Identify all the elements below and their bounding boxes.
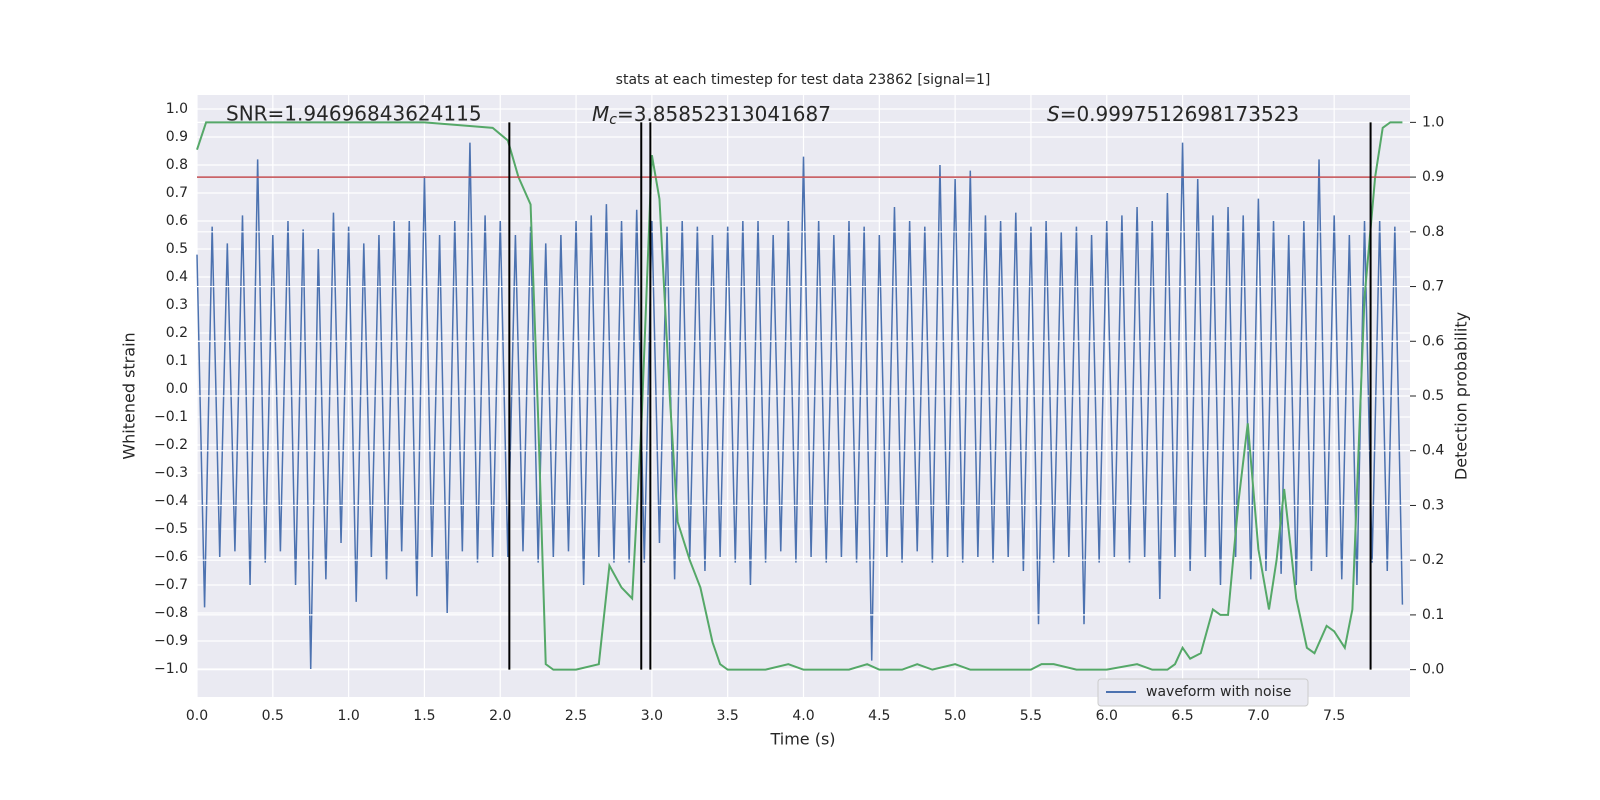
s-symbol: S xyxy=(1047,102,1060,126)
x-tick-label: 6.0 xyxy=(1096,708,1118,724)
y-axis-label: Whitened strain xyxy=(120,332,139,459)
y-tick-label: −0.8 xyxy=(154,605,188,621)
y2-tick-label: 0.6 xyxy=(1422,333,1444,349)
snr-annotation: SNR=1.94696843624115 xyxy=(226,102,482,126)
x-tick-label: 2.5 xyxy=(565,708,587,724)
y2-tick-label: 1.0 xyxy=(1422,114,1444,130)
x-tick-label: 1.5 xyxy=(413,708,435,724)
y-tick-label: −0.5 xyxy=(154,521,188,537)
mc-value: =3.85852313041687 xyxy=(617,102,831,126)
mc-subscript: c xyxy=(609,112,617,128)
y2-tick-label: 0.3 xyxy=(1422,497,1444,513)
x-tick-label: 4.5 xyxy=(868,708,890,724)
waveform-line xyxy=(196,142,1404,670)
y-tick-label: 0.0 xyxy=(166,381,188,397)
y-tick-label: 0.2 xyxy=(166,325,188,341)
y2-tick-label: 0.4 xyxy=(1422,443,1444,459)
x-tick-label: 1.0 xyxy=(337,708,359,724)
x-tick-label: 5.0 xyxy=(944,708,966,724)
legend-box xyxy=(1097,678,1309,707)
x-tick-label: 5.5 xyxy=(1020,708,1042,724)
y-tick-label: 0.6 xyxy=(166,213,188,229)
y-tick-label: −0.6 xyxy=(154,549,188,565)
over-layer xyxy=(196,121,1410,671)
s-value: =0.9997512698173523 xyxy=(1060,102,1299,126)
y-tick-label: −0.4 xyxy=(154,493,188,509)
x-tick-label: 3.5 xyxy=(717,708,739,724)
probability-line xyxy=(196,121,1403,671)
legend: waveform with noise xyxy=(1097,678,1309,707)
y2-tick-label: 0.8 xyxy=(1422,224,1444,240)
s-annotation: S=0.9997512698173523 xyxy=(1047,102,1299,126)
x-tick-label: 6.5 xyxy=(1171,708,1193,724)
y-tick-label: 0.9 xyxy=(166,129,188,145)
mc-annotation: Mc=3.85852313041687 xyxy=(592,102,831,129)
y-tick-label: −0.7 xyxy=(154,577,188,593)
y2-tick-label: 0.0 xyxy=(1422,662,1444,678)
y2-tick-label: 0.5 xyxy=(1422,388,1444,404)
legend-label: waveform with noise xyxy=(1146,684,1291,700)
y-tick-label: −0.1 xyxy=(154,409,188,425)
y-tick-label: −0.9 xyxy=(154,633,188,649)
x-tick-label: 3.0 xyxy=(641,708,663,724)
y-tick-label: 0.3 xyxy=(166,297,188,313)
y-tick-label: 0.8 xyxy=(166,157,188,173)
x-tick-label: 4.0 xyxy=(792,708,814,724)
x-tick-label: 7.0 xyxy=(1247,708,1269,724)
x-tick-label: 2.0 xyxy=(489,708,511,724)
y-tick-label: 0.4 xyxy=(166,269,188,285)
y-tick-label: 0.5 xyxy=(166,241,188,257)
chart-title: stats at each timestep for test data 238… xyxy=(616,72,991,88)
y-tick-label: 1.0 xyxy=(166,101,188,117)
x-tick-label: 7.5 xyxy=(1323,708,1345,724)
x-tick-label: 0.5 xyxy=(262,708,284,724)
x-axis-label: Time (s) xyxy=(769,730,835,749)
mc-symbol: M xyxy=(592,102,609,126)
y2-tick-label: 0.1 xyxy=(1422,607,1444,623)
y2-tick-label: 0.7 xyxy=(1422,279,1444,295)
x-tick-label: 0.0 xyxy=(186,708,208,724)
y2-tick-label: 0.2 xyxy=(1422,552,1444,568)
y-tick-label: −1.0 xyxy=(154,661,188,677)
y2-axis-label: Detection probability xyxy=(1452,312,1471,480)
y2-tick-label: 0.9 xyxy=(1422,169,1444,185)
y-tick-label: −0.2 xyxy=(154,437,188,453)
y-tick-label: 0.7 xyxy=(166,185,188,201)
y-tick-label: 0.1 xyxy=(166,353,188,369)
y-tick-label: −0.3 xyxy=(154,465,188,481)
